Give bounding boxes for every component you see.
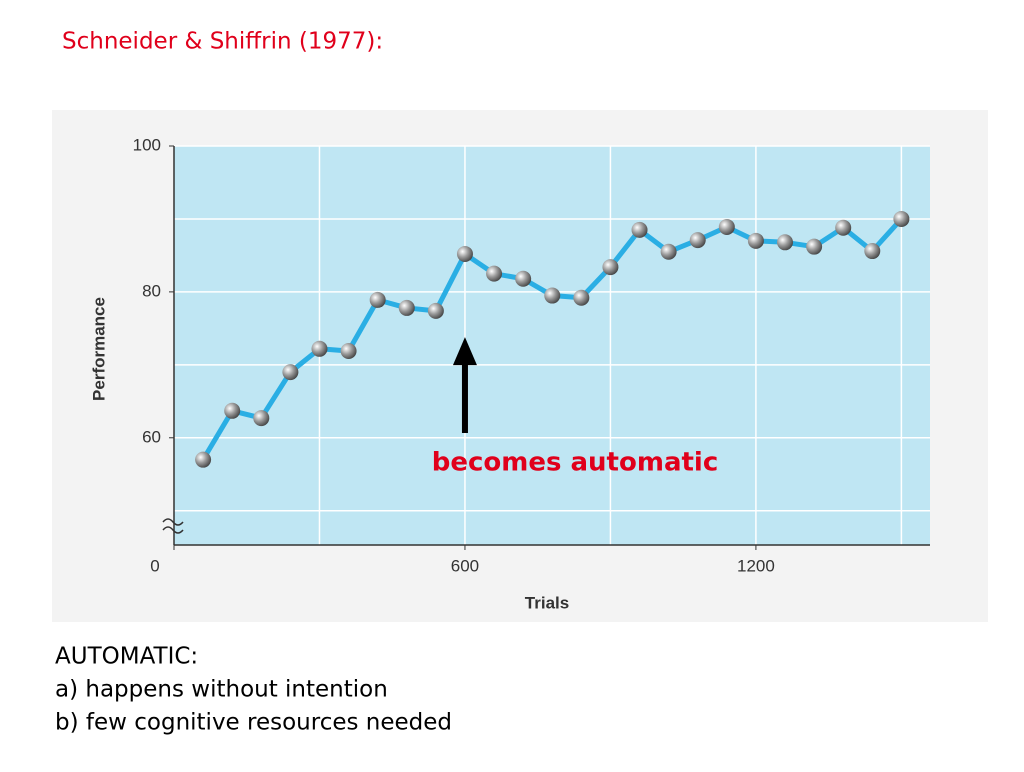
point — [660, 243, 677, 260]
x-tick-label: 1200 — [737, 556, 775, 575]
point — [689, 232, 706, 249]
point — [602, 259, 619, 276]
point — [544, 287, 561, 304]
point — [893, 210, 910, 227]
y-tick-label: 60 — [142, 427, 161, 446]
point — [515, 270, 532, 287]
point — [864, 243, 881, 260]
arrow-head — [452, 337, 477, 366]
point — [835, 219, 852, 236]
point — [253, 410, 270, 427]
y-axis-label: Performance — [89, 297, 108, 401]
point — [486, 265, 503, 282]
point — [398, 299, 415, 316]
point — [631, 221, 648, 238]
point — [747, 232, 764, 249]
point — [806, 238, 823, 255]
y-tick-label: 100 — [133, 135, 161, 154]
axis-break — [162, 518, 184, 534]
x-tick-label: 0 — [150, 556, 159, 575]
y-tick-label: 80 — [142, 281, 161, 300]
slide-title: Schneider & Shiffrin (1977): — [62, 29, 383, 55]
point — [718, 218, 735, 235]
point — [282, 364, 299, 381]
plot-area — [174, 146, 930, 545]
note: b) few cognitive resources needed — [55, 710, 452, 736]
chart: 60 80 100 0 600 1200 Trials Performance becomes … — [89, 135, 930, 612]
point — [311, 340, 328, 357]
point — [427, 302, 444, 319]
point — [369, 291, 386, 308]
point — [777, 234, 794, 251]
point — [340, 342, 357, 359]
x-axis-label: Trials — [525, 593, 569, 612]
point — [573, 289, 590, 306]
point — [456, 245, 473, 262]
x-tick-label: 600 — [451, 556, 479, 575]
note: a) happens without intention — [55, 677, 388, 703]
point — [224, 402, 241, 419]
point — [195, 451, 212, 468]
note: AUTOMATIC: — [55, 644, 198, 670]
annotation: becomes automatic — [432, 448, 719, 478]
